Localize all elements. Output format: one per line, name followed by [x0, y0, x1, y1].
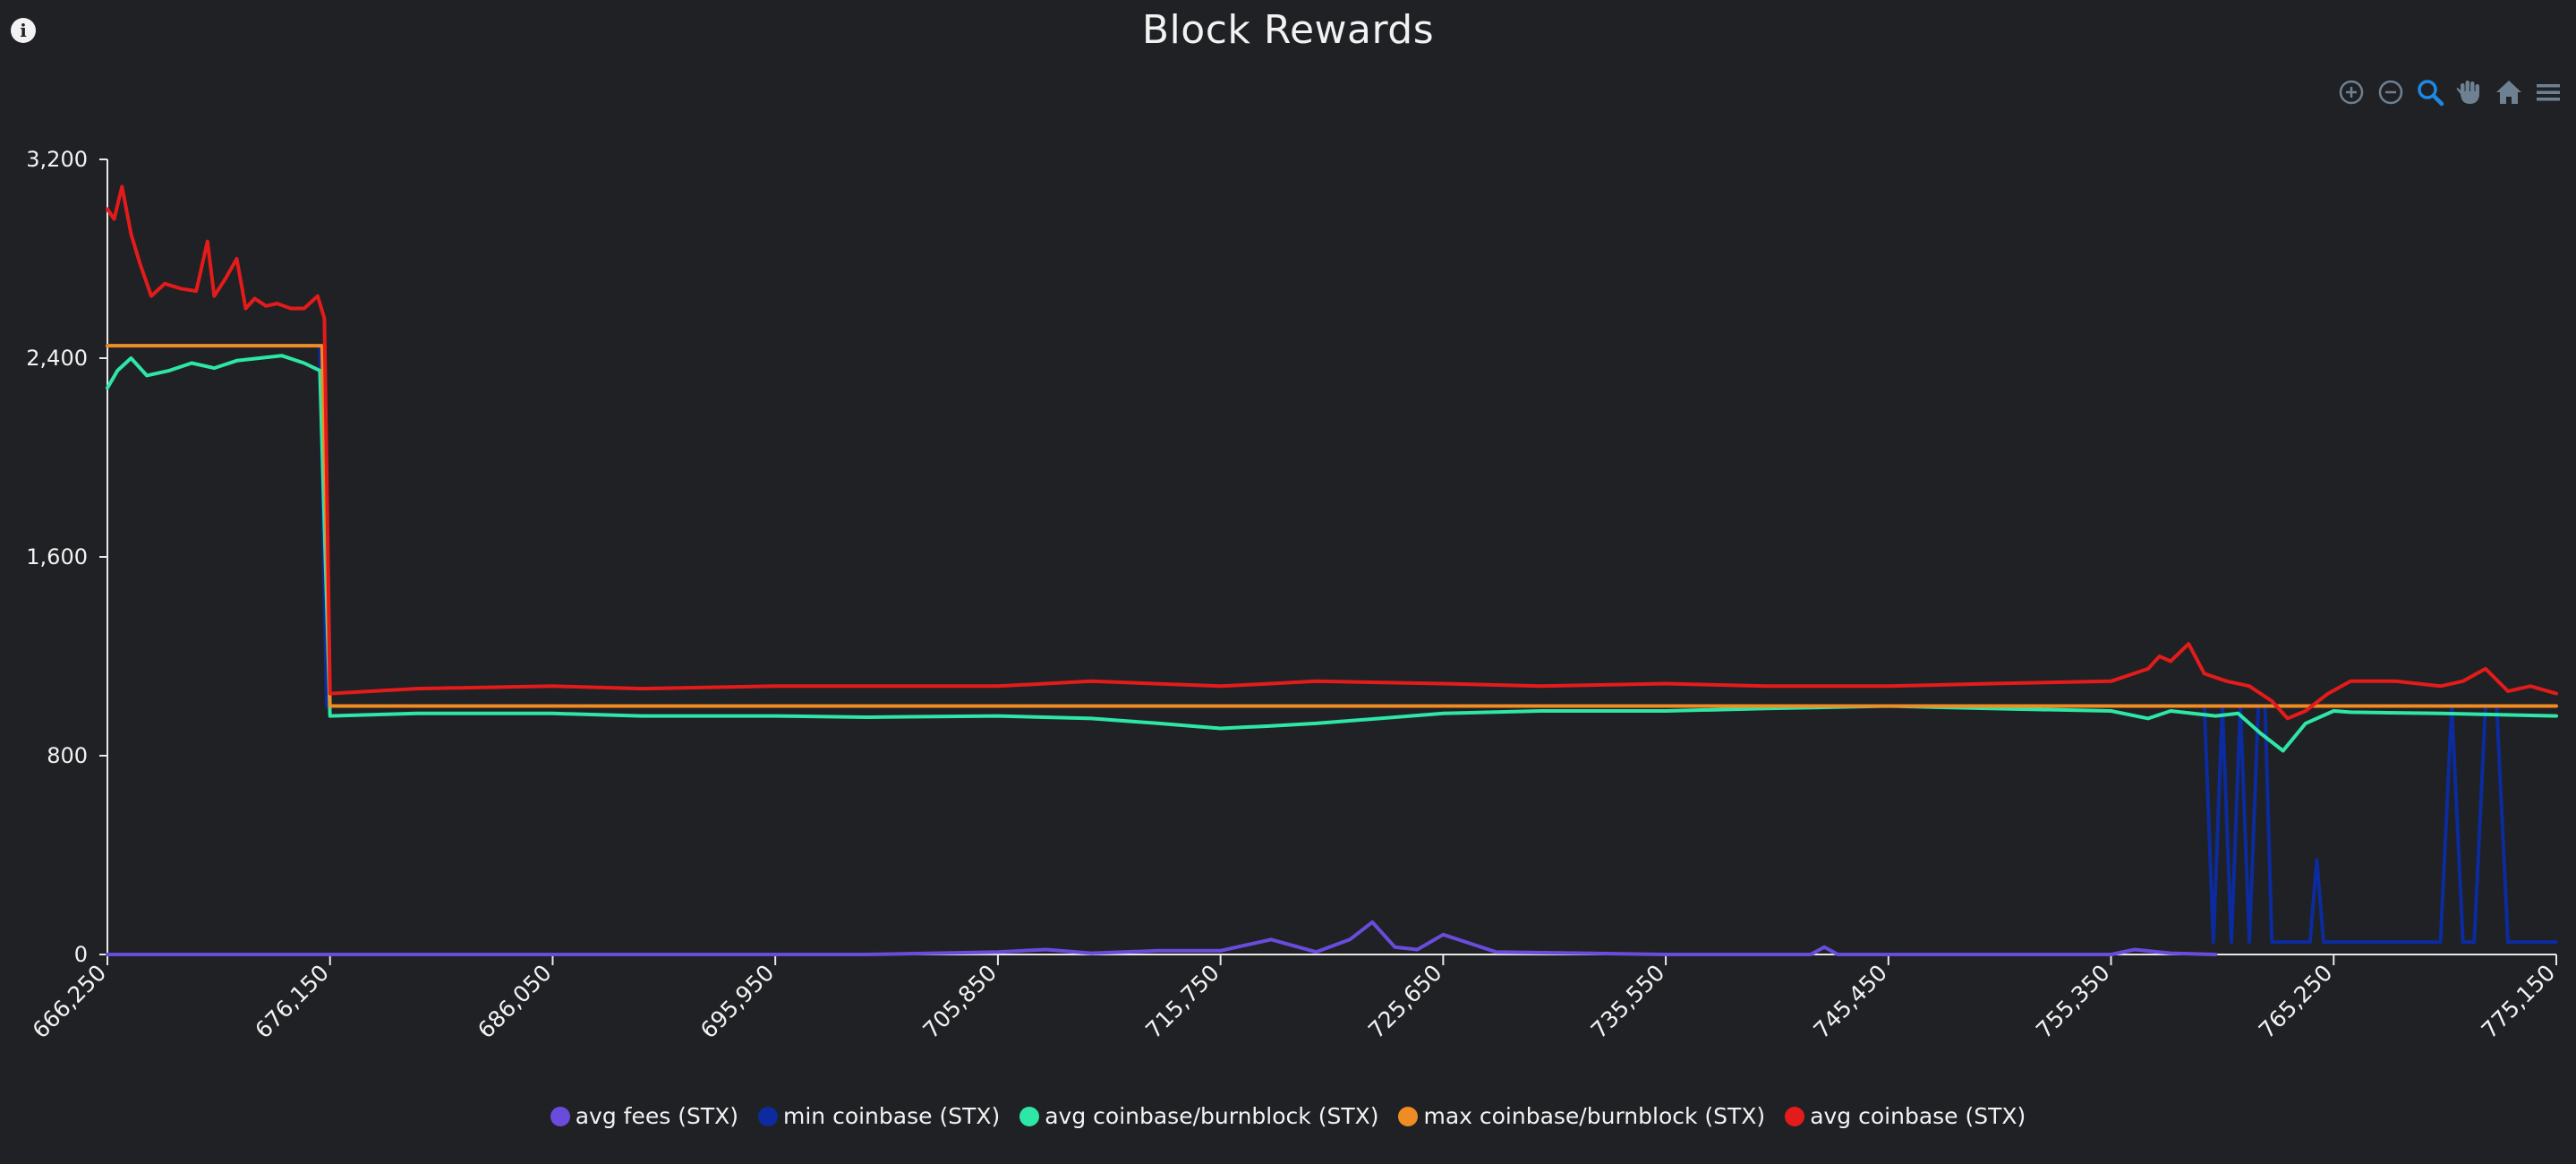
series-line-avg-fees-stx: [106, 920, 2218, 956]
chart-legend: avg fees (STX) min coinbase (STX) avg coin…: [0, 1103, 2576, 1129]
series-line-avg-coinbase-burnblock-stx: [106, 354, 2558, 753]
legend-marker: [1019, 1106, 1040, 1126]
legend-label: avg coinbase (STX): [1810, 1103, 2026, 1129]
x-tick-label: 735,550: [1586, 960, 1670, 1044]
legend-label: avg fees (STX): [575, 1103, 738, 1129]
x-tick-label: 775,150: [2477, 960, 2561, 1044]
chart-toolbar: [2336, 77, 2563, 107]
legend-label: max coinbase/burnblock (STX): [1423, 1103, 1766, 1129]
x-tick-label: 745,450: [1808, 960, 1892, 1044]
home-icon[interactable]: [2494, 77, 2524, 107]
x-tick-label: 676,150: [250, 960, 334, 1044]
series-line-avg-coinbase-stx: [106, 184, 2558, 721]
x-tick-label: 705,850: [918, 960, 1002, 1044]
y-tick-label: 2,400: [26, 346, 88, 371]
legend-item[interactable]: avg coinbase/burnblock (STX): [1019, 1103, 1378, 1129]
legend-label: min coinbase (STX): [782, 1103, 1001, 1129]
chart-title: Block Rewards: [1141, 7, 1435, 53]
y-tick-label: 800: [47, 743, 88, 768]
zoom-in-icon[interactable]: [2336, 77, 2367, 107]
x-tick-label: 695,950: [695, 960, 780, 1044]
x-tick-label: 686,050: [473, 960, 557, 1044]
x-tick-label: 755,350: [2031, 960, 2115, 1044]
zoom-selection-icon[interactable]: [2415, 77, 2445, 107]
y-tick-label: 3,200: [26, 147, 88, 172]
menu-icon[interactable]: [2533, 77, 2563, 107]
legend-label: avg coinbase/burnblock (STX): [1045, 1103, 1379, 1129]
legend-item[interactable]: avg fees (STX): [550, 1103, 738, 1129]
x-tick-label: 666,250: [28, 960, 112, 1044]
legend-marker: [550, 1106, 570, 1126]
x-tick-label: 765,250: [2254, 960, 2338, 1044]
info-icon[interactable]: i: [11, 18, 36, 43]
series-line-max-coinbase-burnblock-stx: [106, 344, 2558, 708]
x-tick-label: 715,750: [1140, 960, 1224, 1044]
x-tick-label: 725,650: [1363, 960, 1447, 1044]
legend-item[interactable]: avg coinbase (STX): [1785, 1103, 2026, 1129]
y-tick-label: 0: [74, 942, 88, 967]
legend-item[interactable]: min coinbase (STX): [757, 1103, 1001, 1129]
legend-marker: [1785, 1106, 1805, 1126]
legend-marker: [757, 1106, 778, 1126]
legend-marker: [1398, 1106, 1419, 1126]
y-tick-label: 1,600: [26, 544, 88, 569]
zoom-out-icon[interactable]: [2376, 77, 2406, 107]
pan-icon[interactable]: [2454, 77, 2485, 107]
legend-item[interactable]: max coinbase/burnblock (STX): [1398, 1103, 1765, 1129]
